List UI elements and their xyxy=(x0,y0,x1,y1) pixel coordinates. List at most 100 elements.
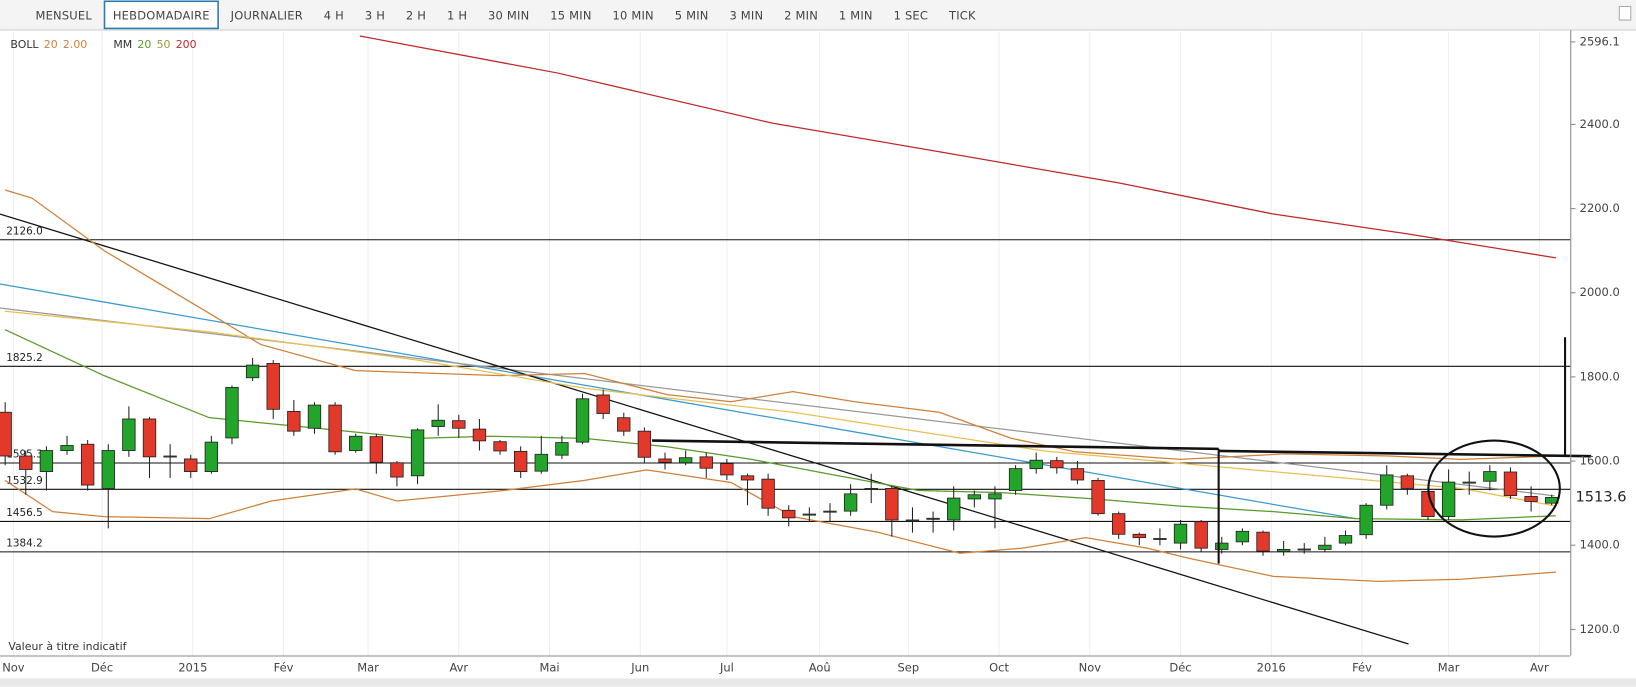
tab[interactable]: 4 H xyxy=(324,8,344,22)
levels: 2126.0 1825.2 1595.3 1532.9 1456.5 1384.2 xyxy=(0,225,1571,553)
axes: 1200.0 1400.0 1600.0 1800.0 2000.0 2200.0 2400… xyxy=(2,34,1629,674)
candle-body xyxy=(1256,531,1270,552)
candle-body xyxy=(1050,460,1064,469)
candle-body xyxy=(390,462,404,478)
candle-body xyxy=(472,428,487,442)
candle-body xyxy=(1008,468,1023,491)
candle-body xyxy=(1235,530,1250,543)
legend-item: 200 xyxy=(176,38,197,51)
candle-body xyxy=(1276,549,1291,552)
disclaimer: Valeur à titre indicatif xyxy=(8,640,127,653)
candle-body xyxy=(328,404,342,453)
x-tick-label: Mai xyxy=(539,660,559,674)
candle-body xyxy=(1400,475,1415,489)
candle-body xyxy=(349,435,363,451)
candle-body xyxy=(1153,538,1167,540)
tab-selected[interactable] xyxy=(103,0,219,30)
level-label: 1532.9 xyxy=(6,475,42,487)
last-price: 1513.6 xyxy=(1575,488,1626,505)
bottom-strip xyxy=(0,678,1636,687)
tab[interactable]: 1 SEC xyxy=(894,8,929,22)
x-tick-label: Déc xyxy=(91,660,113,674)
x-tick-label: Nov xyxy=(1079,660,1102,674)
candle-body xyxy=(720,463,734,476)
candle-body xyxy=(452,420,466,429)
candle-body xyxy=(225,387,239,439)
candle-body xyxy=(678,457,693,464)
candle-body xyxy=(1111,513,1126,535)
tab[interactable]: 3 H xyxy=(365,8,385,22)
trend-line xyxy=(0,307,1555,497)
x-tick-label: Mar xyxy=(1438,660,1460,674)
candle-body xyxy=(204,441,219,472)
candle-body xyxy=(1070,468,1085,481)
candle-body xyxy=(101,450,115,489)
legend-item: BOLL xyxy=(10,38,39,51)
tabs: MENSUEL HEBDOMADAIRE JOURNALIER 4 H 3 H 2 H 1 … xyxy=(35,0,976,30)
candle-body xyxy=(596,394,610,414)
tab[interactable]: 3 MIN xyxy=(729,8,763,22)
level-label: 1384.2 xyxy=(6,538,42,550)
x-tick-label: Nov xyxy=(2,660,25,674)
y-tick-label: 1200.0 xyxy=(1580,622,1620,636)
tab[interactable]: 2 MIN xyxy=(784,8,818,22)
candle-body xyxy=(905,519,920,522)
candle-body xyxy=(555,442,569,456)
candle-body xyxy=(369,436,384,463)
toolbar xyxy=(0,0,1636,30)
candle-body xyxy=(1338,535,1353,544)
candle-body xyxy=(658,458,672,463)
y-tick-label: 2596.1 xyxy=(1580,34,1620,48)
scroll-button[interactable] xyxy=(1618,5,1632,21)
candle-body xyxy=(864,487,878,490)
level-label: 1825.2 xyxy=(6,352,42,364)
candle-body xyxy=(843,493,858,512)
candle-body xyxy=(266,363,280,410)
candle-body xyxy=(988,493,1002,500)
candle-body xyxy=(0,411,12,457)
candle-body xyxy=(617,417,631,432)
y-tick-label: 1400.0 xyxy=(1580,538,1620,552)
candle-body xyxy=(307,404,322,429)
y-tick-label: 2000.0 xyxy=(1580,285,1620,299)
candle-body xyxy=(967,494,982,500)
tab[interactable]: 5 MIN xyxy=(675,8,709,22)
candle-body xyxy=(885,487,899,521)
tab[interactable]: 30 MIN xyxy=(488,8,529,22)
indicator-line xyxy=(359,35,1556,259)
tab[interactable]: 15 MIN xyxy=(550,8,591,22)
candle-body xyxy=(1091,479,1105,515)
tab[interactable]: JOURNALIER xyxy=(230,8,303,22)
tab[interactable]: 1 MIN xyxy=(839,8,873,22)
candle-body xyxy=(926,517,940,520)
candle-body xyxy=(1441,481,1456,518)
tab[interactable]: 1 H xyxy=(447,8,467,22)
tab[interactable]: HEBDOMADAIRE xyxy=(113,8,210,22)
tab[interactable]: TICK xyxy=(948,8,976,22)
candle-body xyxy=(245,364,260,379)
x-tick-label: Sep xyxy=(898,660,920,674)
legend-item: 20 xyxy=(137,38,151,51)
tab[interactable]: MENSUEL xyxy=(35,8,92,22)
x-tick-label: 2016 xyxy=(1257,660,1286,674)
resistance-line xyxy=(1218,449,1592,458)
x-tick-label: Oct xyxy=(989,660,1009,674)
candle-body xyxy=(782,509,796,519)
candle-body xyxy=(1503,471,1518,496)
x-tick-label: 2015 xyxy=(178,660,207,674)
resistance-line xyxy=(652,439,1219,451)
candle-body xyxy=(80,443,95,486)
candle-body xyxy=(1297,548,1311,551)
tab[interactable]: 2 H xyxy=(406,8,426,22)
legend-item: 2.00 xyxy=(63,38,87,51)
candle-body xyxy=(39,450,54,472)
candle-body xyxy=(1215,542,1229,550)
candle-body xyxy=(19,455,33,470)
candle-body xyxy=(1318,544,1332,550)
candle-body xyxy=(947,497,961,521)
candle-body xyxy=(287,410,301,432)
candle-body xyxy=(740,475,755,481)
tab[interactable]: 10 MIN xyxy=(613,8,654,22)
x-tick-label: Avr xyxy=(1530,660,1549,674)
